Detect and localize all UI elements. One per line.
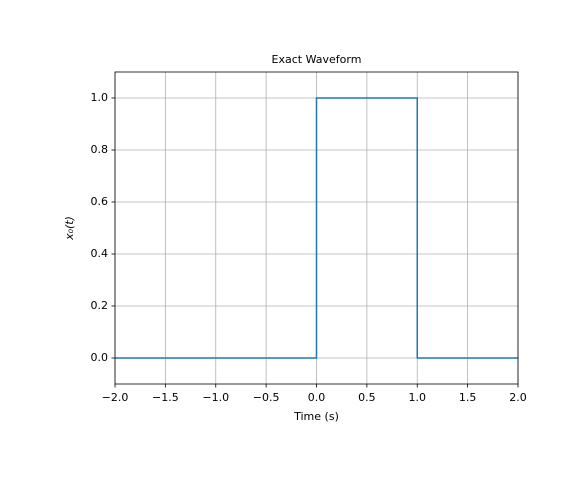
x-tick-label: −2.0 [102,391,129,404]
y-tick-label: 0.0 [91,351,109,364]
x-tick-label: 0.5 [358,391,376,404]
x-axis-label: Time (s) [293,410,339,423]
y-tick-label: 1.0 [91,91,109,104]
x-tick-label: 1.0 [409,391,427,404]
y-axis-label: x₀(t) [63,216,76,241]
x-tick-label: −1.5 [152,391,179,404]
chart-title: Exact Waveform [272,53,362,66]
x-tick-label: 1.5 [459,391,477,404]
y-tick-label: 0.4 [91,247,109,260]
x-tick-label: −1.0 [202,391,229,404]
plot-frame [114,71,519,385]
y-tick-label: 0.6 [91,195,109,208]
y-tick-label: 0.2 [91,299,109,312]
x-tick-label: −0.5 [253,391,280,404]
x-tick-label: 2.0 [509,391,527,404]
line-series [115,97,518,359]
x-tick-label: 0.0 [308,391,326,404]
y-tick-label: 0.8 [91,143,109,156]
